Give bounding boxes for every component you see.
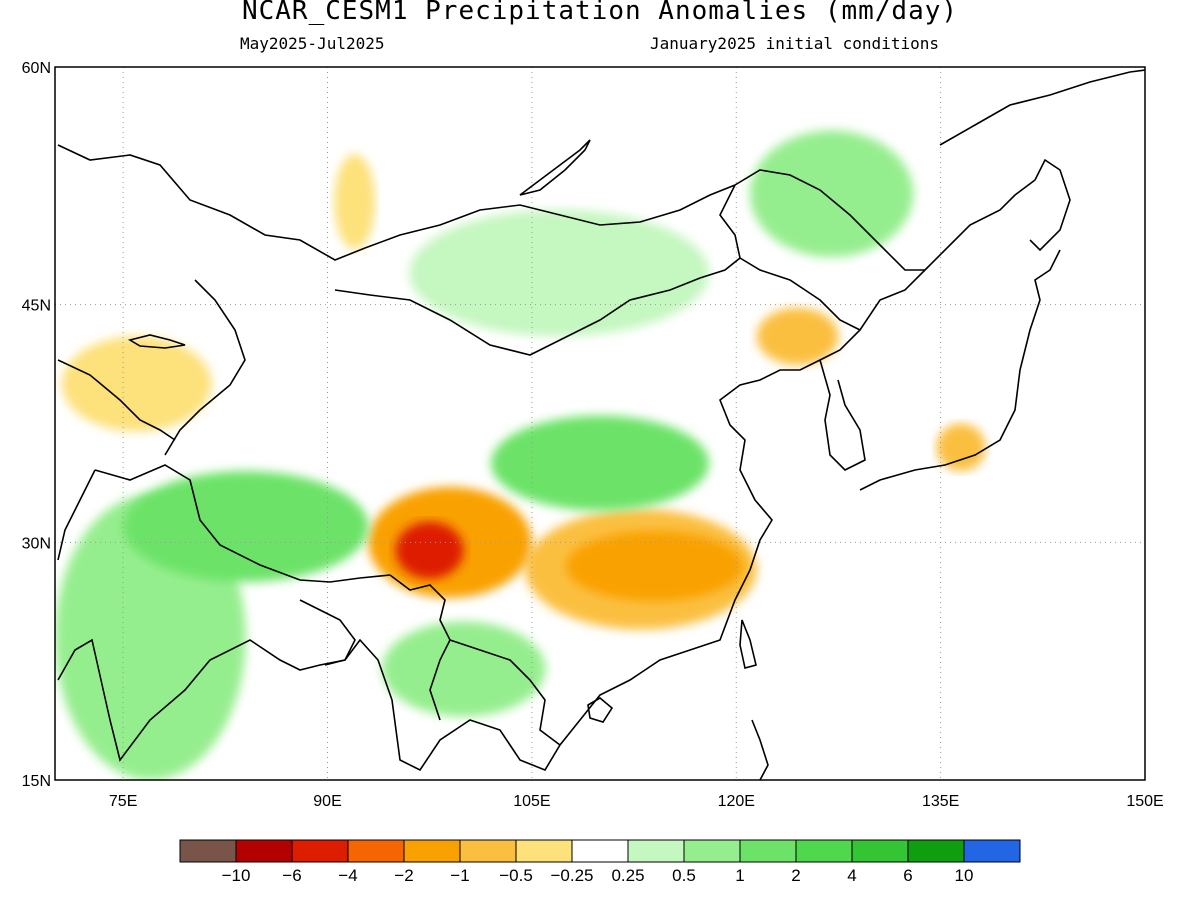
border-russia-mongolia [364, 184, 736, 249]
anomaly-siberia-dry [334, 154, 376, 250]
lake-baikal [519, 139, 591, 196]
colorbar-swatch [347, 839, 405, 863]
coastline-japan [859, 249, 1061, 491]
anomaly-kazakh-dry [61, 336, 212, 432]
colorbar-label: −10 [222, 866, 251, 885]
anomaly-ne-china-dry [756, 307, 839, 365]
colorbar-swatch [179, 839, 237, 863]
colorbar-swatch [235, 839, 293, 863]
colorbar-label: −4 [338, 866, 357, 885]
map-frame [54, 66, 1146, 781]
colorbar-label: −0.25 [550, 866, 593, 885]
colorbar-swatch [851, 839, 909, 863]
coastline-korea [819, 359, 866, 471]
map-title: NCAR_CESM1 Precipitation Anomalies (mm/d… [241, 0, 959, 26]
lat-tick-label: 30N [22, 535, 51, 552]
border-india-bangladesh [299, 599, 356, 666]
colorbar-swatch [795, 839, 853, 863]
anomaly-indochina-wet [382, 621, 546, 717]
colorbar-label: 10 [955, 866, 974, 885]
lake-balkhash [127, 334, 186, 349]
coastline-okhotsk [1029, 158, 1071, 252]
colorbar-label: 0.25 [611, 866, 644, 885]
border-russia-china-east [734, 169, 925, 271]
colorbar-label: 4 [847, 866, 856, 885]
colorbar-label: 6 [903, 866, 912, 885]
colorbar-swatch [683, 839, 741, 863]
colorbar-swatch [403, 839, 461, 863]
border-myanmar [389, 574, 451, 721]
border-pakistan [57, 469, 96, 561]
colorbar-swatch [907, 839, 965, 863]
lon-tick-label: 75E [109, 793, 137, 810]
lon-tick-label: 105E [513, 793, 550, 810]
colorbar-swatch [515, 839, 573, 863]
colorbar-label: 0.5 [672, 866, 696, 885]
border-himalaya [94, 464, 391, 583]
lon-tick-label: 135E [922, 793, 959, 810]
lat-tick-label: 15N [22, 773, 51, 790]
country-borders [57, 144, 925, 746]
coastlines [57, 69, 1145, 780]
colorbar-swatch [571, 839, 629, 863]
anomaly-sichuan-yunnan-dry [395, 521, 464, 579]
anomaly-japan-dry [936, 423, 986, 472]
colorbar-label: −1 [450, 866, 469, 885]
lat-tick-label: 60N [22, 60, 51, 77]
border-kazakh-china [164, 279, 246, 456]
anomaly-shading [55, 130, 986, 780]
colorbar-label: −6 [282, 866, 301, 885]
border-ne-china-korea [739, 257, 861, 331]
coastline-east-asia [57, 179, 1036, 772]
anomaly-mongolia-wet [409, 209, 709, 337]
colorbar-swatch [739, 839, 797, 863]
border-russia-kazakhstan [57, 144, 366, 261]
colorbar-label: 2 [791, 866, 800, 885]
anomaly-himalaya-wet [123, 471, 369, 582]
axis-labels: 75E 90E 105E 120E 135E 150E 60N 45N 30N 15N [22, 60, 1164, 810]
coastline-hainan [587, 697, 614, 723]
coastline-taiwan [739, 619, 757, 669]
initial-conditions: January2025 initial conditions [650, 34, 939, 53]
anomaly-north-china-wet [491, 415, 709, 511]
colorbar-label: −2 [394, 866, 413, 885]
anomaly-south-china-dry [565, 531, 744, 601]
lon-tick-label: 90E [313, 793, 341, 810]
coastline-luzon [751, 719, 769, 780]
border-laos-vietnam [449, 639, 561, 746]
colorbar-label: 1 [735, 866, 744, 885]
colorbar-label: −0.5 [499, 866, 533, 885]
lon-tick-label: 120E [718, 793, 755, 810]
coastline-kamchatka [939, 69, 1145, 146]
border-china-mongolia [334, 184, 741, 356]
anomaly-manchuria-wet [749, 130, 914, 258]
border-central-asia [57, 359, 176, 441]
colorbar-swatch [627, 839, 685, 863]
lat-lon-grid [55, 67, 1145, 780]
lat-tick-label: 45N [22, 298, 51, 315]
colorbar: −10 −6 −4 −2 −1 −0.5 −0.25 0.25 0.5 1 2 4 6 10 [179, 839, 1021, 885]
forecast-period: May2025-Jul2025 [240, 34, 385, 53]
colorbar-swatch [963, 839, 1021, 863]
colorbar-swatch [291, 839, 349, 863]
lon-tick-label: 150E [1126, 793, 1163, 810]
colorbar-swatch [459, 839, 517, 863]
